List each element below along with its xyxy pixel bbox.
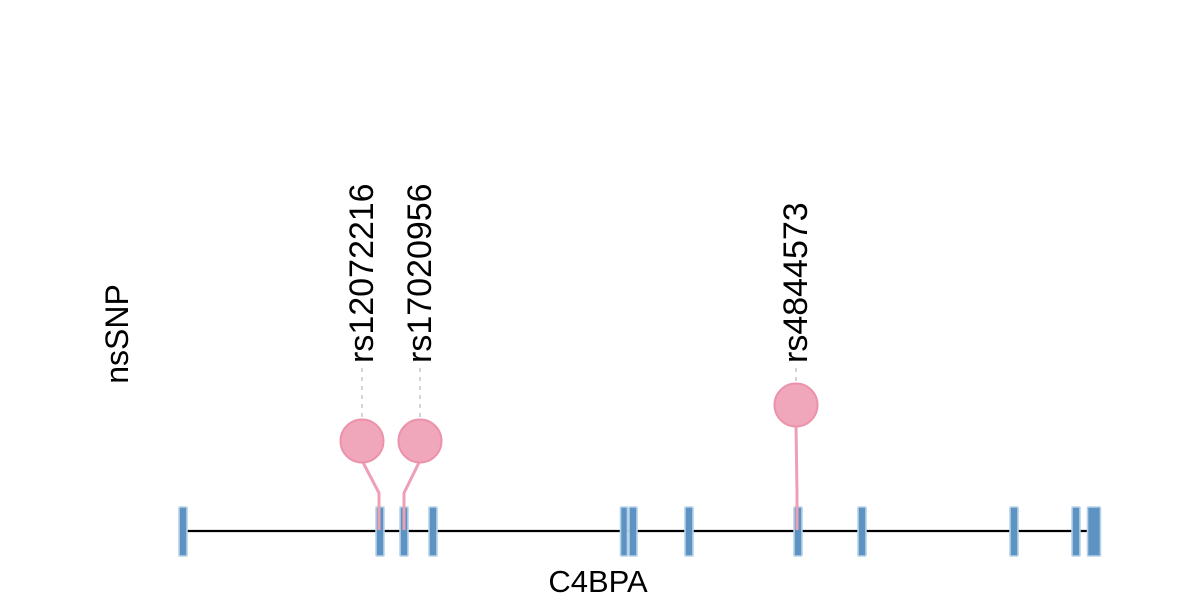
snp-label: rs17020956	[401, 183, 439, 363]
gene-label: C4BPA	[548, 564, 648, 599]
snp-circle	[773, 382, 819, 428]
exon-bar	[178, 506, 188, 557]
exon-bar	[628, 506, 638, 557]
snp-label: rs4844573	[777, 202, 815, 363]
snp-circle	[339, 418, 385, 464]
exon-bar	[1086, 506, 1102, 557]
exon-bar	[428, 506, 438, 557]
lollipop-stems	[360, 424, 799, 530]
track-label: nsSNP	[99, 284, 135, 384]
snp-labels: rs12072216 rs17020956 rs4844573	[343, 183, 815, 363]
lollipop-stem	[794, 424, 799, 530]
exon-bar	[1071, 506, 1081, 557]
lollipop-circles	[339, 382, 819, 464]
label-connectors	[361, 368, 797, 419]
snp-label: rs12072216	[343, 183, 381, 363]
exon-bar	[1009, 506, 1019, 557]
exon-bar	[857, 506, 867, 557]
lollipop-stem	[360, 459, 381, 530]
exon-track	[178, 506, 1102, 557]
exon-bar	[619, 506, 629, 557]
exon-bar	[684, 506, 694, 557]
lollipop-stem	[402, 459, 422, 530]
snp-circle	[397, 418, 443, 464]
